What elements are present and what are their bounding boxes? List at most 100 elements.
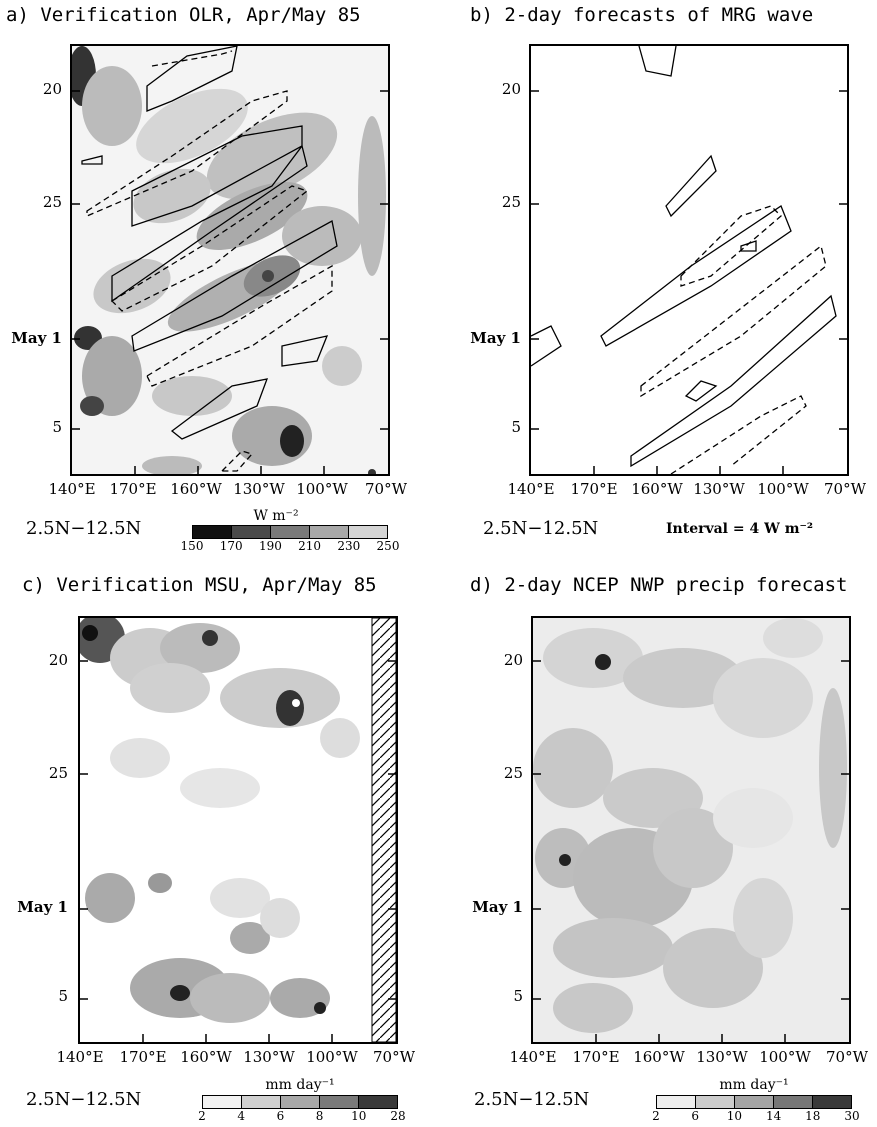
shaded-region: [142, 456, 202, 474]
shaded-region: [292, 699, 300, 707]
x-tick-label: 70°W: [823, 480, 867, 498]
shaded-region: [196, 181, 308, 251]
y-tick-label: 5: [58, 987, 68, 1005]
chart-title: c) Verification MSU, Apr/May 85: [22, 574, 377, 596]
colorbar-level-label: 150: [180, 539, 204, 553]
x-tick-label: 160°W: [633, 1048, 685, 1066]
y-tick-label: 25: [48, 764, 68, 782]
shaded-region: [713, 788, 793, 848]
colorbar-cell: [242, 1096, 281, 1108]
shaded-region: [190, 973, 270, 1023]
ncep-precip-field: [533, 618, 849, 1042]
y-tick-label: May 1: [11, 329, 62, 347]
negative-contour: [151, 50, 233, 67]
plot-area: [70, 44, 390, 476]
y-tick-label: 25: [503, 764, 523, 782]
positive-contour: [638, 46, 677, 77]
colorbar-level-label: 14: [765, 1109, 782, 1123]
shaded-region: [170, 985, 190, 1001]
shaded-region: [82, 625, 98, 641]
positive-contour: [665, 154, 717, 218]
colorbar-cell: [193, 526, 232, 538]
latitude-band: 2.5N−12.5N: [26, 518, 142, 539]
shaded-region: [358, 116, 386, 276]
colorbar-cell: [281, 1096, 320, 1108]
colorbar-level-label: 6: [691, 1109, 700, 1123]
y-tick-label: 20: [48, 651, 68, 669]
colorbar-level-label: 210: [298, 539, 322, 553]
shaded-region: [713, 658, 813, 738]
positive-contour: [740, 240, 757, 252]
colorbar-cell: [813, 1096, 851, 1108]
colorbar-level-label: 6: [276, 1109, 285, 1123]
plot-area: [529, 44, 849, 476]
positive-contour: [281, 335, 329, 367]
y-tick-label: 20: [501, 80, 521, 98]
shaded-region: [559, 854, 571, 866]
shaded-region: [595, 654, 611, 670]
colorbar-level-label: 30: [844, 1109, 860, 1123]
shaded-region: [733, 878, 793, 958]
colorbar-level-label: 10: [726, 1109, 743, 1123]
colorbar: [656, 1095, 852, 1109]
olr-field: [72, 46, 388, 474]
shaded-region: [368, 469, 376, 474]
colorbar-level-label: 2: [198, 1109, 206, 1123]
colorbar-cell: [203, 1096, 242, 1108]
colorbar-level-label: 2: [652, 1109, 660, 1123]
x-tick-label: 70°W: [372, 1048, 416, 1066]
plot-area: [78, 616, 398, 1044]
shaded-region: [202, 630, 218, 646]
shaded-region: [130, 663, 210, 713]
positive-contour: [531, 325, 562, 367]
positive-contour: [81, 155, 103, 165]
positive-contour: [630, 294, 837, 468]
shaded-region: [93, 258, 171, 314]
y-tick-label: May 1: [472, 898, 523, 916]
colorbar-cell: [232, 526, 271, 538]
shaded-region: [663, 928, 763, 1008]
colorbar-unit: mm day⁻¹: [265, 1077, 335, 1093]
shaded-region: [262, 270, 274, 282]
x-tick-label: 100°W: [759, 1048, 811, 1066]
shaded-region: [152, 376, 232, 416]
colorbar-cell: [657, 1096, 696, 1108]
x-tick-label: 70°W: [825, 1048, 869, 1066]
colorbar-level-label: 8: [315, 1109, 324, 1123]
y-tick-label: 25: [42, 193, 62, 211]
x-tick-label: 160°W: [180, 1048, 232, 1066]
colorbar-level-label: 4: [237, 1109, 246, 1123]
shaded-region: [110, 738, 170, 778]
x-tick-label: 170°E: [109, 480, 157, 498]
x-tick-label: 140°E: [48, 480, 96, 498]
colorbar-unit: W m⁻²: [253, 508, 299, 524]
x-tick-label: 100°W: [296, 480, 348, 498]
colorbar-level-label: 10: [351, 1109, 367, 1123]
latitude-band: 2.5N−12.5N: [483, 518, 599, 539]
colorbar-cell: [696, 1096, 735, 1108]
y-tick-label: 25: [501, 193, 521, 211]
y-tick-label: May 1: [17, 898, 68, 916]
shaded-region: [85, 873, 135, 923]
x-tick-label: 140°E: [509, 1048, 557, 1066]
x-tick-label: 130°W: [693, 480, 745, 498]
x-tick-label: 170°E: [119, 1048, 167, 1066]
shaded-region: [320, 718, 360, 758]
shaded-region: [553, 918, 673, 978]
colorbar-level-label: 28: [390, 1109, 406, 1123]
negative-contour: [146, 264, 333, 387]
positive-contour: [131, 220, 338, 352]
x-tick-label: 140°E: [56, 1048, 104, 1066]
x-tick-label: 170°E: [572, 1048, 620, 1066]
colorbar: [192, 525, 388, 539]
x-tick-label: 130°W: [233, 480, 285, 498]
field-background: [531, 46, 847, 474]
shaded-region: [819, 688, 847, 848]
chart-title: b) 2-day forecasts of MRG wave: [470, 4, 814, 26]
shaded-region: [280, 425, 304, 457]
colorbar-level-label: 190: [258, 539, 282, 553]
chart-title: a) Verification OLR, Apr/May 85: [6, 4, 361, 26]
y-tick-label: 5: [511, 418, 521, 436]
shaded-region: [136, 88, 248, 164]
contour-interval: Interval = 4 W m⁻²: [666, 521, 814, 537]
